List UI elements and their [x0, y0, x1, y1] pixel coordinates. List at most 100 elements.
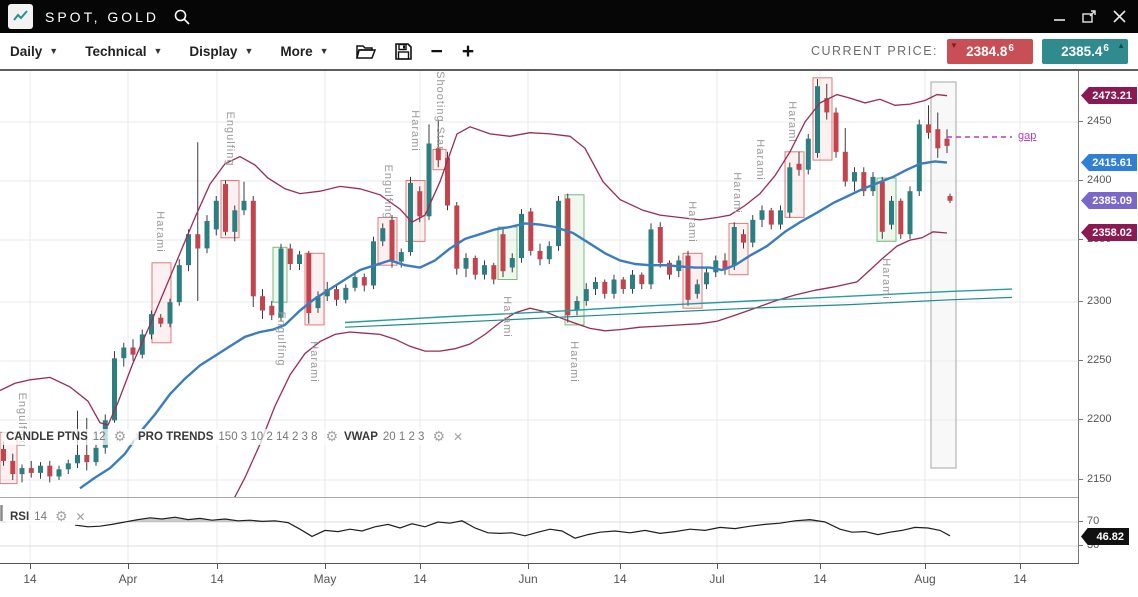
time-tick-label: 14	[210, 572, 224, 586]
pattern-label-shooting-star: Shooting Star	[434, 71, 446, 151]
price-badge: 2415.61	[1081, 154, 1137, 171]
main-chart-canvas[interactable]	[0, 71, 1078, 497]
chevron-down-icon: ▼	[49, 46, 59, 56]
pattern-label-harami: Harami	[880, 258, 892, 300]
projection-box[interactable]	[930, 81, 957, 469]
vwap-line-a	[344, 288, 1013, 324]
time-tick	[925, 564, 926, 569]
popout-button[interactable]	[1082, 9, 1097, 24]
chevron-down-icon: ▼	[153, 46, 163, 56]
price-tick-label: 2400	[1079, 174, 1111, 186]
pattern-label-harami: Harami	[786, 101, 798, 143]
menu-daily[interactable]: Daily ▼	[10, 43, 59, 59]
time-tick-label: Apr	[118, 572, 138, 586]
menu-display[interactable]: Display ▼	[189, 43, 254, 59]
menu-more[interactable]: More ▼	[280, 43, 329, 59]
pattern-label-harami: Harami	[568, 341, 580, 383]
rsi-overbought-fill	[75, 517, 950, 522]
pattern-label-harami: Harami	[154, 211, 166, 253]
pattern-label-harami: Harami	[731, 172, 743, 214]
pattern-label-harami: Harami	[409, 110, 421, 152]
price-badge: 46.82	[1081, 528, 1129, 545]
ma-line	[79, 160, 948, 490]
pattern-label-engulfing: Engulfing	[224, 111, 236, 167]
chevron-down-icon: ▼	[244, 46, 254, 56]
symbol-title: SPOT, GOLD	[45, 8, 160, 25]
open-folder-icon[interactable]	[355, 43, 376, 59]
arrow-down-icon: ▼	[950, 40, 958, 50]
lower-band-line	[234, 231, 948, 497]
legend-pro-trends: PRO TRENDS 150 3 10 2 14 2 3 8 ⚙ ✕	[134, 429, 361, 445]
search-icon[interactable]	[173, 8, 191, 26]
pattern-label-harami: Harami	[308, 341, 320, 383]
gap-annotation-label: gap	[1018, 130, 1037, 142]
time-tick-label: 14	[1013, 572, 1027, 586]
time-tick	[420, 564, 421, 569]
price-badge: 2358.02	[1081, 224, 1137, 241]
time-tick	[325, 564, 326, 569]
time-axis[interactable]: 14 Apr 14 May 14 Jun 14 Jul 14 Aug 14	[0, 563, 1079, 597]
zoom-out-button[interactable]: −	[430, 39, 443, 63]
current-price-area: CURRENT PRICE: ▼ 2384.8 6 2385.4 6 ▲	[810, 38, 1128, 64]
gear-icon[interactable]: ⚙	[432, 429, 446, 445]
time-tick-label: Aug	[914, 572, 936, 586]
menu-technical[interactable]: Technical ▼	[85, 43, 163, 59]
price-tick-label: 2150	[1079, 473, 1111, 485]
time-tick-label: 14	[813, 572, 827, 586]
time-tick	[1020, 564, 1021, 569]
time-tick	[128, 564, 129, 569]
price-tick-label: 2450	[1079, 115, 1111, 127]
time-tick	[717, 564, 718, 569]
gear-icon[interactable]: ⚙	[325, 429, 339, 445]
time-tick-label: 14	[23, 572, 37, 586]
time-tick-label: Jul	[709, 572, 725, 586]
time-tick	[217, 564, 218, 569]
price-tick-label: 2300	[1079, 295, 1111, 307]
close-icon[interactable]: ✕	[75, 510, 86, 524]
ask-price-button[interactable]: 2385.4 6 ▲	[1042, 38, 1128, 64]
bid-price-button[interactable]: ▼ 2384.8 6	[947, 38, 1033, 64]
legend-candle-ptns: CANDLE PTNS 12 ⚙ ✕	[2, 429, 149, 445]
arrow-up-icon: ▲	[1117, 40, 1125, 50]
toolbar: Daily ▼ Technical ▼ Display ▼ More ▼ − + CUR…	[0, 33, 1138, 71]
time-tick-label: 14	[413, 572, 427, 586]
price-badge: 2385.09	[1081, 192, 1137, 209]
pattern-label-harami: Harami	[686, 201, 698, 243]
close-button[interactable]	[1113, 10, 1126, 23]
time-tick	[528, 564, 529, 569]
candles-layer	[1, 79, 953, 483]
zoom-in-button[interactable]: +	[461, 39, 475, 63]
close-icon[interactable]: ✕	[453, 430, 464, 444]
legend-rsi: RSI 14 ⚙ ✕	[6, 509, 90, 525]
pattern-label-engulfing: Engulfing	[275, 311, 287, 367]
price-axis[interactable]: 245024002350230022502200215070302473.212…	[1078, 71, 1138, 563]
current-price-label: CURRENT PRICE:	[810, 44, 938, 58]
price-tick-label: 2250	[1079, 354, 1111, 366]
minimize-button[interactable]	[1053, 10, 1066, 23]
vwap-line-b	[344, 296, 1013, 328]
rsi-gridlines	[0, 497, 1078, 563]
time-tick-label: Jun	[518, 572, 538, 586]
time-tick	[820, 564, 821, 569]
time-tick-label: May	[313, 572, 337, 586]
time-tick	[30, 564, 31, 569]
upper-band-line	[0, 93, 948, 426]
price-badge: 2473.21	[1081, 87, 1137, 104]
price-tick-label: 70	[1079, 515, 1099, 527]
time-tick	[620, 564, 621, 569]
chevron-down-icon: ▼	[319, 46, 329, 56]
titlebar: SPOT, GOLD	[0, 0, 1138, 33]
rsi-line	[74, 516, 951, 539]
gear-icon[interactable]: ⚙	[113, 429, 127, 445]
price-tick-label: 2200	[1079, 413, 1111, 425]
rsi-panel-canvas[interactable]	[0, 497, 1078, 563]
pattern-label-engulfing: Engulfing	[382, 164, 394, 220]
save-icon[interactable]	[394, 42, 412, 60]
legend-vwap: VWAP 20 1 2 3 ⚙ ✕	[340, 429, 468, 445]
chart-area: CANDLE PTNS 12 ⚙ ✕ PRO TRENDS 150 3 10 2…	[0, 71, 1138, 597]
gear-icon[interactable]: ⚙	[54, 509, 68, 525]
window-controls	[1053, 9, 1138, 24]
gridlines	[0, 71, 1078, 497]
time-tick-label: 14	[613, 572, 627, 586]
